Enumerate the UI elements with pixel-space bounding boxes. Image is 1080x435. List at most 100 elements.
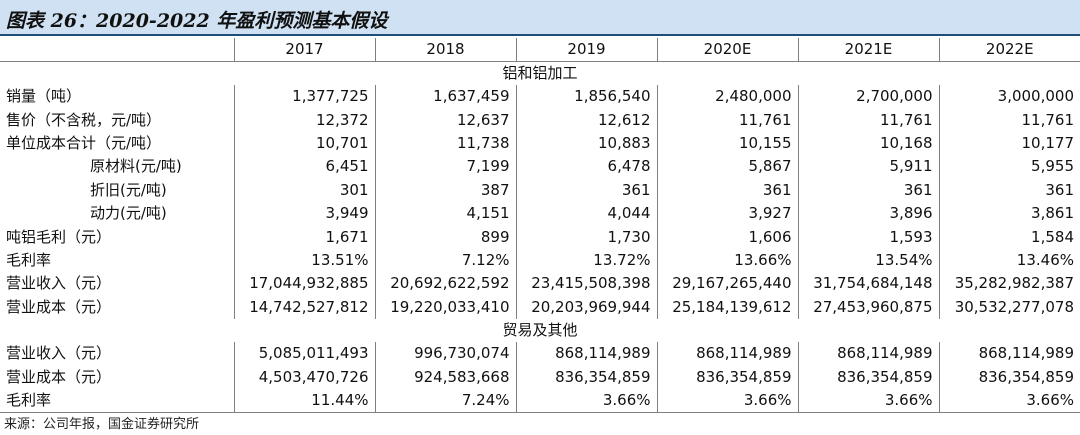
value-cell: 3,927 [657,201,799,226]
header-label-cell [0,38,235,62]
value-cell: 11,761 [798,108,940,132]
row-label: 原材料(元/吨) [0,155,235,179]
value-cell: 20,692,622,592 [375,272,517,296]
value-cell: 7.12% [375,248,517,273]
table-row: 营业成本（元） 14,742,527,812 19,220,033,410 20,20… [0,295,1080,319]
value-cell: 13.72% [516,248,658,273]
value-cell: 7,199 [375,155,517,179]
value-cell: 868,114,989 [516,342,658,366]
value-cell: 2,480,000 [657,85,799,109]
value-cell: 3.66% [657,389,799,414]
value-cell: 5,955 [1031,157,1074,176]
value-cell: 836,354,859 [657,365,799,390]
column-header: 2017 [234,38,376,62]
row-label: 营业成本（元） [0,295,235,319]
value-cell: 23,415,508,398 [516,272,658,296]
table-row: 动力(元/吨) 3,949 4,151 4,044 3,927 3,896 3,861 [0,201,1080,226]
table-row: 毛利率 13.51% 7.12% 13.72% 13.66% 13.54% 13.46% [0,248,1080,273]
value-cell: 4,044 [516,201,658,226]
value-cell: 2,700,000 [798,85,940,109]
table-row: 吨铝毛利（元） 1,671 899 1,730 1,606 1,593 1,584 [0,225,1080,249]
table-row: 售价（不含税，元/吨） 12,372 12,637 12,612 11,761 11,76… [0,108,1080,132]
row-label: 营业收入（元） [0,342,235,366]
table-row: 营业成本（元） 4,503,470,726 924,583,668 836,354,8… [0,365,1080,390]
column-header: 2018 [375,38,517,62]
table-row: 营业收入（元） 17,044,932,885 20,692,622,592 23,41… [0,272,1080,296]
table-body: 铝和铝加工 销量（吨） 1,377,725 1,637,459 1,856,540 2,4… [0,62,1080,414]
value-cell: 1,637,459 [375,85,517,109]
table-header-row: 2017 2018 2019 2020E 2021E 2022E [0,38,1080,62]
value-cell: 5,085,011,493 [234,342,376,366]
value-cell: 31,754,684,148 [798,272,940,296]
value-cell: 12,372 [234,108,376,132]
value-cell: 13.66% [657,248,799,273]
value-cell: 3,861 [1031,204,1074,223]
figure-title: 图表 26：2020-2022 年盈利预测基本假设 [6,10,388,32]
value-cell: 17,044,932,885 [234,272,376,296]
value-cell: 387 [375,178,517,202]
value-cell: 3,896 [798,201,940,226]
value-cell: 361 [798,178,940,202]
row-label: 毛利率 [0,389,235,414]
value-cell: 13.54% [798,248,940,273]
value-cell: 10,155 [657,131,799,156]
row-label: 营业成本（元） [0,365,235,390]
value-cell: 6,451 [234,155,376,179]
row-label: 单位成本合计（元/吨） [0,131,235,156]
value-cell: 10,177 [1021,133,1075,152]
section-title: 贸易及其他 [502,321,578,340]
source-note: 来源：公司年报，国金证券研究所 [4,417,200,432]
value-cell: 25,184,139,612 [657,295,799,319]
value-cell: 361 [657,178,799,202]
value-cell: 996,730,074 [375,342,517,366]
row-label: 毛利率 [0,248,235,273]
row-label: 售价（不含税，元/吨） [0,108,235,132]
value-cell: 361 [516,178,658,202]
value-cell: 5,911 [798,155,940,179]
value-cell: 13.51% [234,248,376,273]
row-label: 折旧(元/吨) [0,178,235,202]
figure-title-bar: 图表 26：2020-2022 年盈利预测基本假设 [0,0,1080,36]
column-header: 2020E [657,38,799,62]
column-header: 2022E [939,38,1080,62]
row-label: 动力(元/吨) [0,201,235,226]
value-cell: 301 [234,178,376,202]
row-label: 销量（吨） [0,85,235,109]
value-cell: 3.66% [798,389,940,414]
value-cell: 3.66% [516,389,658,414]
value-cell: 836,354,859 [978,367,1074,386]
value-cell: 10,168 [798,131,940,156]
row-label: 营业收入（元） [0,272,235,296]
value-cell: 12,612 [516,108,658,132]
table-row: 单位成本合计（元/吨） 10,701 11,738 10,883 10,155 10,16… [0,131,1080,156]
value-cell: 4,503,470,726 [234,365,376,390]
value-cell: 7.24% [375,389,517,414]
table-row: 毛利率 11.44% 7.24% 3.66% 3.66% 3.66% 3.66% [0,389,1080,414]
value-cell: 836,354,859 [516,365,658,390]
value-cell: 11.44% [234,389,376,414]
value-cell: 20,203,969,944 [516,295,658,319]
section-title: 铝和铝加工 [502,64,578,82]
value-cell: 4,151 [375,201,517,226]
value-cell: 868,114,989 [978,344,1074,363]
forecast-assumptions-table: 2017 2018 2019 2020E 2021E 2022E 铝和铝加工销量… [0,38,1080,414]
value-cell: 1,671 [234,225,376,249]
value-cell: 361 [1045,180,1074,199]
value-cell: 35,282,982,387 [954,274,1074,293]
value-cell: 1,377,725 [234,85,376,109]
value-cell: 29,167,265,440 [657,272,799,296]
value-cell: 10,883 [516,131,658,156]
value-cell: 19,220,033,410 [375,295,517,319]
table-row: 营业收入（元） 5,085,011,493 996,730,074 868,114,9… [0,342,1080,366]
value-cell: 10,701 [234,131,376,156]
value-cell: 3.66% [939,389,1080,414]
value-cell: 1,593 [798,225,940,249]
value-cell: 3,000,000 [997,87,1074,106]
section-header-row: 贸易及其他 [0,319,1080,342]
value-cell: 868,114,989 [657,342,799,366]
column-header: 2021E [798,38,940,62]
value-cell: 3,949 [234,201,376,226]
value-cell: 836,354,859 [798,365,940,390]
column-header: 2019 [516,38,658,62]
value-cell: 5,867 [657,155,799,179]
